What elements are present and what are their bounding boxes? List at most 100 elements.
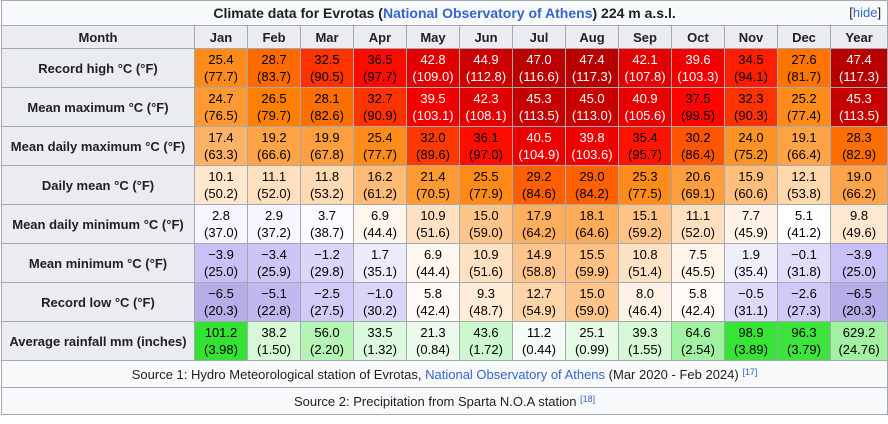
cell-value: 6.9 (370, 208, 390, 223)
cell-value-secondary: (94.1) (734, 69, 768, 84)
cell-value-secondary: (70.5) (416, 186, 450, 201)
data-cell: 39.5 (103.1) (406, 87, 460, 127)
cell-value: −0.1 (791, 247, 817, 262)
data-cell: 7.7 (45.9) (724, 204, 778, 244)
data-cell: 11.1 (52.0) (247, 165, 301, 205)
cell-value: 15.1 (632, 208, 658, 223)
cell-value: 15.0 (473, 208, 499, 223)
row-label: Daily mean °C (°F) (1, 165, 195, 205)
cell-value-secondary: (2.54) (681, 342, 715, 357)
column-header-month: Month (1, 25, 195, 49)
cell-value: 5.1 (794, 208, 814, 223)
cell-value: 19.0 (846, 169, 872, 184)
cell-value-secondary: (113.5) (838, 108, 880, 123)
cell-value-secondary: (1.50) (257, 342, 291, 357)
cell-value-secondary: (54.9) (522, 303, 556, 318)
cell-value-secondary: (30.2) (363, 303, 397, 318)
cell-value: 25.3 (632, 169, 658, 184)
cell-value: 19.2 (261, 130, 287, 145)
cell-value: 56.0 (314, 325, 340, 340)
cell-value-secondary: (37.2) (257, 225, 291, 240)
data-cell: 25.3 (77.5) (618, 165, 672, 205)
cell-value: 32.0 (420, 130, 446, 145)
cell-value: 11.1 (685, 208, 711, 223)
data-cell: 36.1 (97.0) (459, 126, 513, 166)
cell-value-secondary: (38.7) (310, 225, 344, 240)
cell-value-secondary: (89.6) (416, 147, 450, 162)
climate-table: Climate data for Evrotas (National Obser… (0, 0, 888, 415)
table-row: Mean daily maximum °C (°F) 17.4 (63.3) 19.2… (1, 126, 888, 166)
caption-link[interactable]: National Observatory of Athens (382, 5, 593, 21)
cell-value: 6.9 (423, 247, 443, 262)
column-header-nov: Nov (724, 25, 778, 49)
data-cell: 47.4 (117.3) (829, 48, 888, 88)
cell-value: 39.6 (685, 52, 711, 67)
cell-value-secondary: (25.9) (257, 264, 291, 279)
cell-value-secondary: (52.0) (257, 186, 291, 201)
cell-value: −3.4 (261, 247, 287, 262)
column-header-dec: Dec (777, 25, 831, 49)
data-cell: −2.6 (27.3) (777, 282, 831, 322)
cell-value-secondary: (2.20) (310, 342, 344, 357)
data-cell: 25.1 (0.99) (565, 321, 619, 361)
cell-value-secondary: (59.0) (469, 225, 503, 240)
cell-value: −5.1 (261, 286, 287, 301)
cell-value: 36.5 (367, 52, 393, 67)
data-cell: 64.6 (2.54) (671, 321, 725, 361)
cell-value: 42.1 (632, 52, 658, 67)
cell-value: 25.5 (473, 169, 499, 184)
cell-value: 8.0 (635, 286, 655, 301)
data-cell: 5.8 (42.4) (406, 282, 460, 322)
caption-suffix: ) 224 m a.s.l. (592, 5, 676, 21)
data-cell: 15.1 (59.2) (618, 204, 672, 244)
row-label: Mean daily minimum °C (°F) (1, 204, 195, 244)
table-caption: Climate data for Evrotas (National Obser… (0, 0, 888, 26)
source-2-ref[interactable]: [18] (580, 393, 596, 404)
data-cell: 38.2 (1.50) (247, 321, 301, 361)
cell-value: −3.9 (846, 247, 872, 262)
data-cell: 29.2 (84.6) (512, 165, 566, 205)
cell-value-secondary: (83.7) (257, 69, 291, 84)
cell-value: 12.1 (791, 169, 817, 184)
cell-value: 39.8 (579, 130, 605, 145)
data-cell: 28.3 (82.9) (829, 126, 888, 166)
cell-value: −6.5 (846, 286, 872, 301)
data-cell: 34.5 (94.1) (724, 48, 778, 88)
cell-value: 18.1 (579, 208, 605, 223)
data-cell: 28.1 (82.6) (300, 87, 354, 127)
cell-value-secondary: (117.3) (838, 69, 880, 84)
cell-value: 7.5 (688, 247, 708, 262)
row-label: Mean minimum °C (°F) (1, 243, 195, 283)
cell-value-secondary: (51.6) (469, 264, 503, 279)
hide-link[interactable]: hide (852, 5, 878, 20)
data-cell: 27.6 (81.7) (777, 48, 831, 88)
cell-value-secondary: (35.1) (363, 264, 397, 279)
data-cell: 16.2 (61.2) (353, 165, 407, 205)
cell-value-secondary: (42.4) (416, 303, 450, 318)
cell-value: 21.4 (420, 169, 446, 184)
cell-value-secondary: (3.79) (787, 342, 821, 357)
cell-value: 17.9 (526, 208, 552, 223)
source-1-prefix: Source 1: Hydro Meteorological station o… (131, 366, 426, 382)
data-cell: 32.5 (90.5) (300, 48, 354, 88)
data-cell: 56.0 (2.20) (300, 321, 354, 361)
column-header-feb: Feb (247, 25, 301, 49)
column-header-year: Year (829, 25, 888, 49)
cell-value: 17.4 (208, 130, 234, 145)
data-cell: 18.1 (64.6) (565, 204, 619, 244)
row-label: Mean daily maximum °C (°F) (1, 126, 195, 166)
row-label: Mean maximum °C (°F) (1, 87, 195, 127)
cell-value: 25.4 (208, 52, 234, 67)
data-cell: 33.5 (1.32) (353, 321, 407, 361)
source-1-link[interactable]: National Observatory of Athens (425, 366, 606, 382)
cell-value-secondary: (67.8) (310, 147, 344, 162)
cell-value-secondary: (59.0) (575, 303, 609, 318)
source-2: Source 2: Precipitation from Sparta N.O.… (0, 387, 888, 415)
cell-value-secondary: (109.0) (412, 69, 454, 84)
data-cell: 10.9 (51.6) (459, 243, 513, 283)
source-1-ref[interactable]: [17] (742, 366, 758, 377)
cell-value: 11.2 (526, 325, 552, 340)
row-label: Average rainfall mm (inches) (1, 321, 195, 361)
cell-value-secondary: (95.7) (628, 147, 662, 162)
cell-value: 16.2 (367, 169, 393, 184)
